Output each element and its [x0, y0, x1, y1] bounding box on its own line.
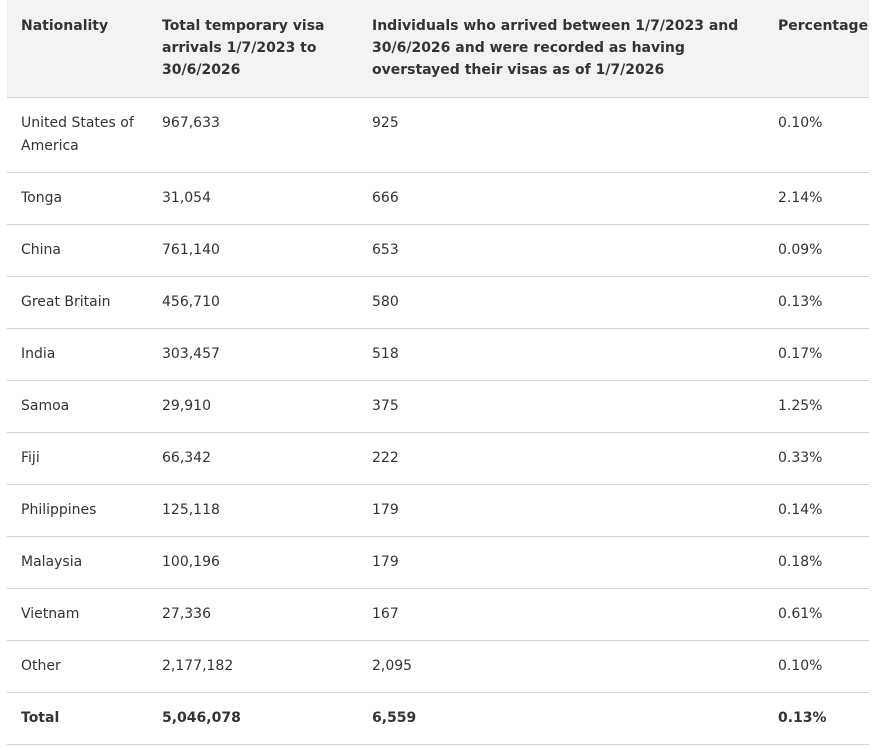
- total-arrivals: 5,046,078: [148, 692, 358, 745]
- total-row: Total 5,046,078 6,559 0.13%: [7, 692, 869, 745]
- cell-nationality: China: [7, 224, 148, 277]
- header-percentage: Percentage: [764, 0, 869, 98]
- cell-percentage: 0.10%: [764, 640, 869, 693]
- cell-nationality: Malaysia: [7, 536, 148, 589]
- cell-overstayed: 167: [358, 588, 764, 641]
- header-total-arrivals: Total temporary visa arrivals 1/7/2023 t…: [148, 0, 358, 98]
- cell-total-arrivals: 303,457: [148, 328, 358, 381]
- cell-percentage: 0.10%: [764, 97, 869, 173]
- table-row: Vietnam 27,336 167 0.61%: [7, 588, 869, 641]
- cell-total-arrivals: 761,140: [148, 224, 358, 277]
- cell-percentage: 0.33%: [764, 432, 869, 485]
- cell-percentage: 0.14%: [764, 484, 869, 537]
- table-body: United States of America 967,633 925 0.1…: [7, 97, 869, 745]
- table-row: United States of America 967,633 925 0.1…: [7, 97, 869, 173]
- cell-total-arrivals: 31,054: [148, 172, 358, 225]
- cell-percentage: 0.13%: [764, 276, 869, 329]
- total-overstayed: 6,559: [358, 692, 764, 745]
- cell-overstayed: 925: [358, 97, 764, 173]
- cell-overstayed: 580: [358, 276, 764, 329]
- overstayers-table-container: Nationality Total temporary visa arrival…: [7, 0, 869, 745]
- table-row: India 303,457 518 0.17%: [7, 328, 869, 381]
- cell-overstayed: 666: [358, 172, 764, 225]
- cell-total-arrivals: 456,710: [148, 276, 358, 329]
- table-row: Tonga 31,054 666 2.14%: [7, 172, 869, 225]
- cell-total-arrivals: 967,633: [148, 97, 358, 173]
- header-overstayed: Individuals who arrived between 1/7/2023…: [358, 0, 764, 98]
- cell-nationality: Samoa: [7, 380, 148, 433]
- cell-percentage: 0.61%: [764, 588, 869, 641]
- cell-overstayed: 375: [358, 380, 764, 433]
- cell-total-arrivals: 27,336: [148, 588, 358, 641]
- cell-percentage: 2.14%: [764, 172, 869, 225]
- cell-overstayed: 518: [358, 328, 764, 381]
- cell-nationality: Philippines: [7, 484, 148, 537]
- cell-overstayed: 179: [358, 536, 764, 589]
- cell-total-arrivals: 66,342: [148, 432, 358, 485]
- total-percentage: 0.13%: [764, 692, 869, 745]
- table-row: Philippines 125,118 179 0.14%: [7, 484, 869, 537]
- cell-overstayed: 222: [358, 432, 764, 485]
- cell-overstayed: 653: [358, 224, 764, 277]
- header-nationality: Nationality: [7, 0, 148, 98]
- cell-percentage: 1.25%: [764, 380, 869, 433]
- table-row: Fiji 66,342 222 0.33%: [7, 432, 869, 485]
- table-row: China 761,140 653 0.09%: [7, 224, 869, 277]
- total-label: Total: [7, 692, 148, 745]
- cell-nationality: Vietnam: [7, 588, 148, 641]
- cell-nationality: Tonga: [7, 172, 148, 225]
- cell-overstayed: 179: [358, 484, 764, 537]
- overstayers-table: Nationality Total temporary visa arrival…: [7, 0, 869, 745]
- table-row: Other 2,177,182 2,095 0.10%: [7, 640, 869, 693]
- table-row: Malaysia 100,196 179 0.18%: [7, 536, 869, 589]
- cell-nationality: United States of America: [7, 97, 148, 173]
- cell-nationality: Fiji: [7, 432, 148, 485]
- cell-total-arrivals: 29,910: [148, 380, 358, 433]
- header-row: Nationality Total temporary visa arrival…: [7, 0, 869, 98]
- cell-total-arrivals: 2,177,182: [148, 640, 358, 693]
- cell-nationality: Great Britain: [7, 276, 148, 329]
- cell-percentage: 0.17%: [764, 328, 869, 381]
- table-row: Great Britain 456,710 580 0.13%: [7, 276, 869, 329]
- cell-total-arrivals: 125,118: [148, 484, 358, 537]
- cell-total-arrivals: 100,196: [148, 536, 358, 589]
- cell-nationality: India: [7, 328, 148, 381]
- cell-overstayed: 2,095: [358, 640, 764, 693]
- cell-percentage: 0.09%: [764, 224, 869, 277]
- table-row: Samoa 29,910 375 1.25%: [7, 380, 869, 433]
- cell-percentage: 0.18%: [764, 536, 869, 589]
- table-header: Nationality Total temporary visa arrival…: [7, 0, 869, 98]
- cell-nationality: Other: [7, 640, 148, 693]
